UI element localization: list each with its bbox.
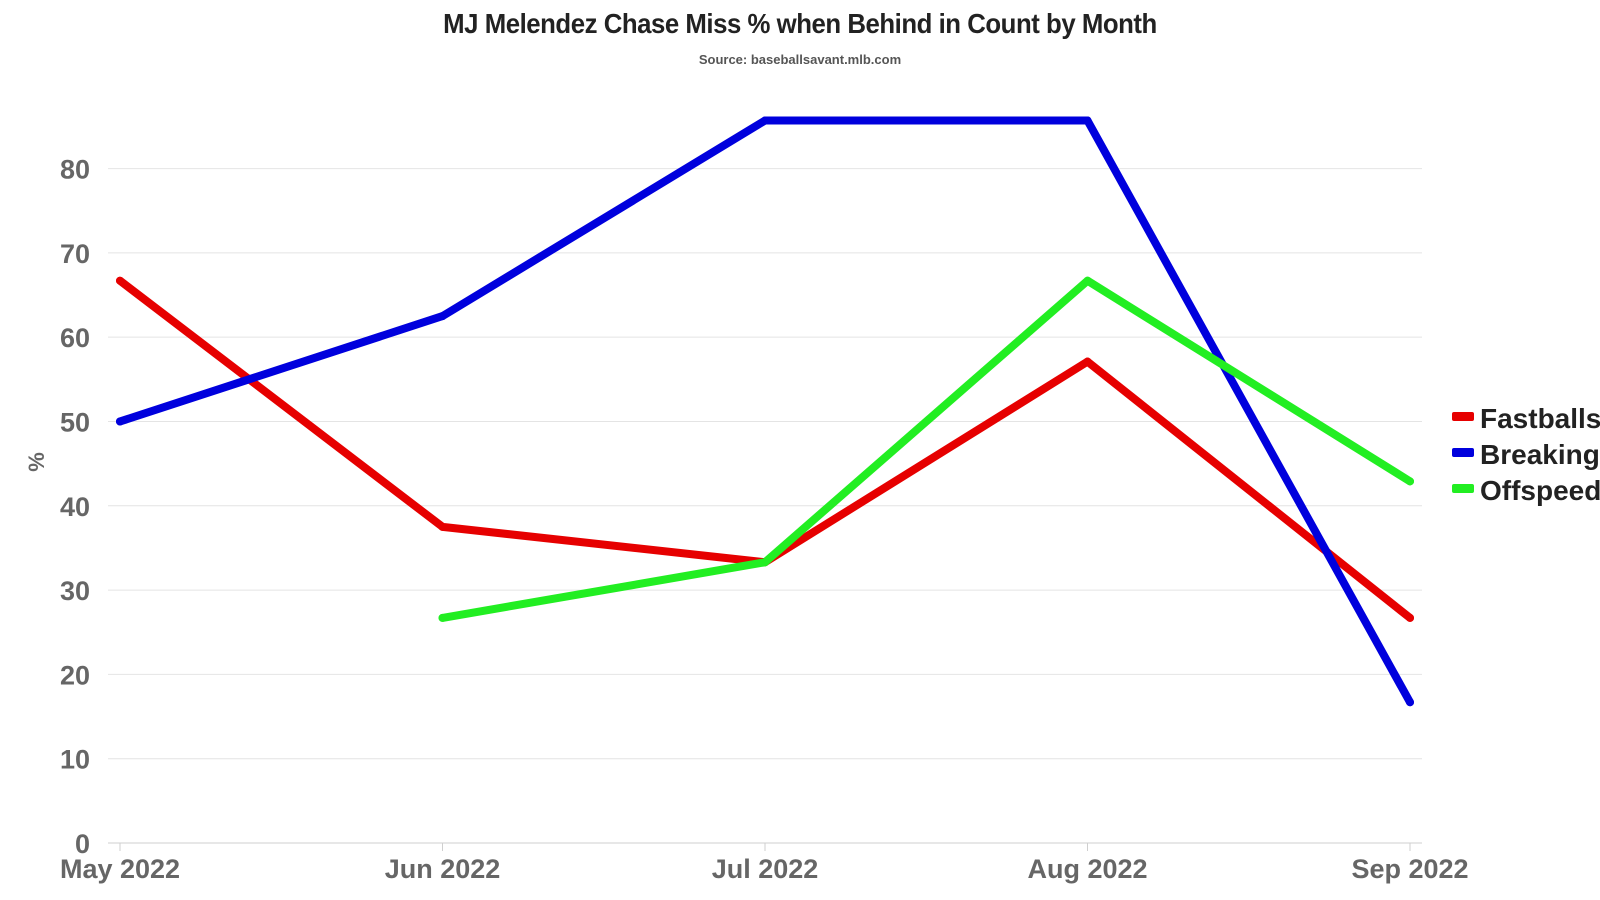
legend-swatch xyxy=(1452,412,1474,421)
y-axis-label: % xyxy=(24,452,49,472)
legend-item-fastballs: Fastballs xyxy=(1452,403,1600,434)
data-point-fastballs xyxy=(1083,357,1092,366)
legend-item-offspeed: Offspeed xyxy=(1452,475,1600,506)
data-point-breaking xyxy=(1083,116,1092,125)
x-tick-label: Jun 2022 xyxy=(385,854,501,884)
y-tick-label: 80 xyxy=(60,155,90,185)
data-point-fastballs xyxy=(116,276,124,285)
grid-layer xyxy=(108,168,1422,844)
legend: Fastballs Breaking Offspeed xyxy=(1452,403,1600,506)
x-tick-label: Sep 2022 xyxy=(1351,854,1468,884)
x-tick-label: Aug 2022 xyxy=(1027,854,1147,884)
series-layer xyxy=(116,116,1414,707)
data-point-breaking xyxy=(438,312,447,321)
data-point-fastballs xyxy=(1406,613,1414,622)
x-tick-label: Jul 2022 xyxy=(712,854,819,884)
data-point-fastballs xyxy=(438,522,447,531)
legend-swatch xyxy=(1452,448,1474,457)
data-point-offspeed xyxy=(761,558,769,567)
y-tick-label: 0 xyxy=(75,829,90,859)
series-line-breaking xyxy=(116,116,1414,707)
y-tick-label: 20 xyxy=(60,660,90,690)
legend-label: Breaking xyxy=(1480,439,1600,470)
y-tick-label: 70 xyxy=(60,239,90,269)
y-tick-label: 10 xyxy=(60,745,90,775)
data-point-breaking xyxy=(116,417,124,426)
series-fastballs xyxy=(116,276,1414,622)
data-point-breaking xyxy=(761,116,769,125)
data-point-breaking xyxy=(1406,698,1414,707)
chart-title: MJ Melendez Chase Miss % when Behind in … xyxy=(443,8,1157,39)
series-line-fastballs xyxy=(116,276,1414,622)
data-point-offspeed xyxy=(1083,276,1092,285)
y-tick-label: 50 xyxy=(60,407,90,437)
x-tick-label: May 2022 xyxy=(60,854,180,884)
legend-item-breaking: Breaking xyxy=(1452,439,1600,470)
y-tick-label: 40 xyxy=(60,492,90,522)
legend-label: Offspeed xyxy=(1480,475,1600,506)
series-offspeed xyxy=(438,276,1414,622)
axis-layer: 0 10 20 30 40 50 60 70 80 May 2022 Jun 2022 Jul 202… xyxy=(24,155,1469,884)
legend-swatch xyxy=(1452,484,1474,493)
legend-label: Fastballs xyxy=(1480,403,1600,434)
y-tick-label: 30 xyxy=(60,576,90,606)
series-line-offspeed xyxy=(438,276,1414,622)
series-breaking xyxy=(116,116,1414,707)
data-point-offspeed xyxy=(1406,477,1414,486)
chart-subtitle: Source: baseballsavant.mlb.com xyxy=(698,52,902,67)
y-tick-label: 60 xyxy=(60,323,90,353)
data-point-offspeed xyxy=(438,613,447,622)
